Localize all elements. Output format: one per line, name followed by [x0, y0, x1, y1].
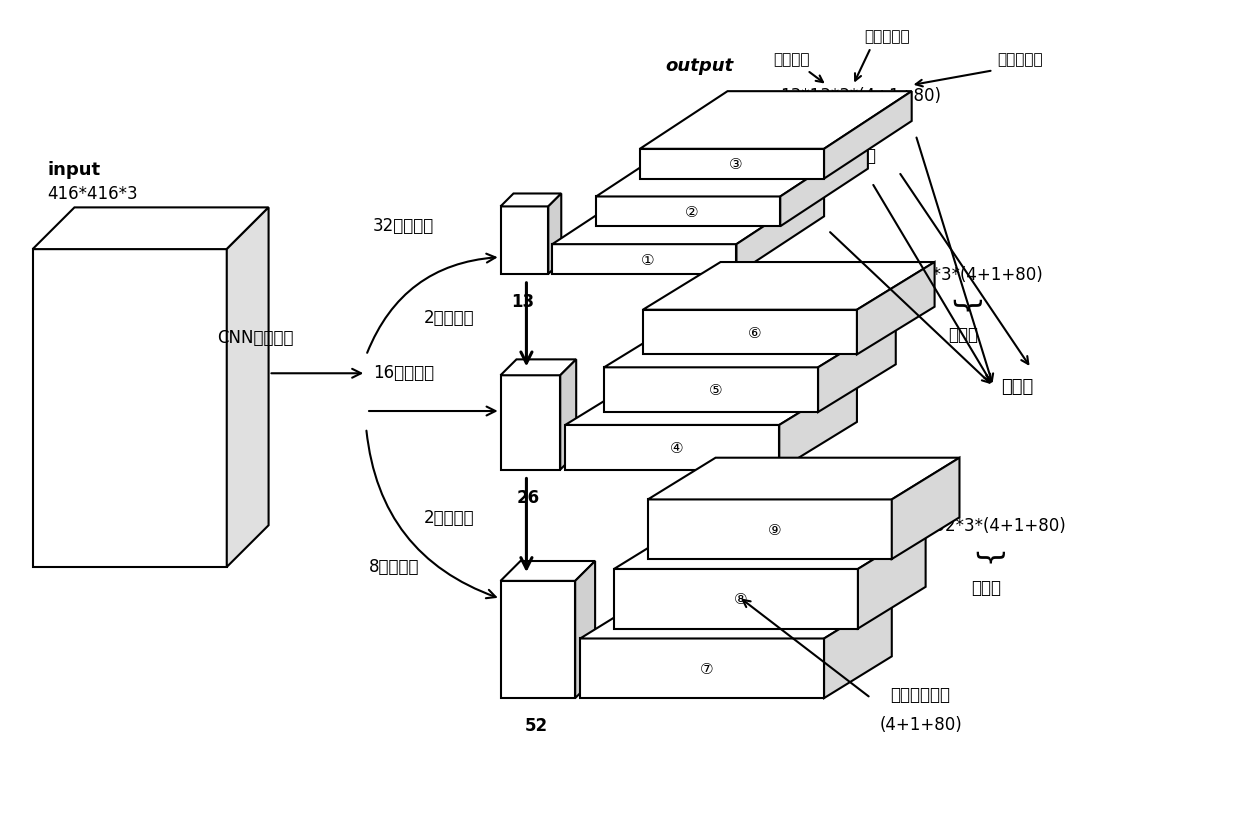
Text: input: input — [47, 161, 100, 178]
Polygon shape — [580, 597, 892, 638]
Polygon shape — [737, 187, 825, 275]
Text: 26: 26 — [517, 488, 539, 506]
Polygon shape — [604, 320, 895, 368]
Text: 416*416*3: 416*416*3 — [47, 185, 138, 203]
Polygon shape — [32, 208, 269, 250]
Polygon shape — [647, 500, 892, 560]
Text: 32倍下采样: 32倍下采样 — [373, 217, 434, 235]
Text: 边框置信度: 边框置信度 — [864, 29, 910, 44]
Polygon shape — [552, 245, 737, 275]
Text: ⑥: ⑥ — [748, 325, 761, 340]
Polygon shape — [640, 150, 825, 180]
Polygon shape — [640, 92, 911, 150]
Polygon shape — [642, 310, 857, 355]
Text: 网格数: 网格数 — [971, 578, 1002, 596]
Polygon shape — [548, 195, 562, 275]
Polygon shape — [596, 140, 868, 197]
Text: }: } — [844, 115, 878, 137]
Polygon shape — [614, 527, 925, 570]
Polygon shape — [575, 561, 595, 698]
Polygon shape — [501, 581, 575, 698]
Text: 26*26*3*(4+1+80): 26*26*3*(4+1+80) — [883, 266, 1044, 284]
Text: ①: ① — [641, 253, 655, 267]
Polygon shape — [501, 561, 595, 581]
Text: ⑤: ⑤ — [708, 383, 722, 397]
Text: ⑦: ⑦ — [701, 661, 714, 676]
Text: 边框坐标: 边框坐标 — [773, 52, 810, 67]
Polygon shape — [858, 527, 925, 628]
Text: 对象类别数: 对象类别数 — [997, 52, 1043, 67]
Text: 2倍上采样: 2倍上采样 — [423, 308, 474, 326]
Polygon shape — [857, 262, 935, 355]
Text: 13: 13 — [511, 292, 534, 310]
Polygon shape — [614, 570, 858, 628]
Text: 8倍下采样: 8倍下采样 — [370, 557, 419, 575]
Text: 网格数: 网格数 — [949, 325, 978, 343]
Polygon shape — [501, 207, 548, 275]
Text: (4+1+80): (4+1+80) — [879, 715, 962, 733]
Polygon shape — [560, 360, 577, 470]
Polygon shape — [227, 208, 269, 567]
Text: 16倍下采样: 16倍下采样 — [373, 363, 434, 382]
Text: ⑧: ⑧ — [734, 591, 748, 607]
Polygon shape — [647, 458, 960, 500]
Polygon shape — [825, 92, 911, 180]
Polygon shape — [825, 597, 892, 698]
Polygon shape — [501, 376, 560, 470]
Text: 网格数: 网格数 — [846, 147, 875, 165]
Polygon shape — [779, 378, 857, 470]
Polygon shape — [604, 368, 818, 412]
Polygon shape — [565, 378, 857, 426]
Text: CNN（卷积）: CNN（卷积） — [217, 329, 294, 347]
Polygon shape — [596, 197, 780, 227]
Polygon shape — [642, 262, 935, 310]
Text: 52: 52 — [525, 716, 547, 734]
Polygon shape — [501, 195, 562, 207]
Text: ②: ② — [684, 205, 698, 219]
Polygon shape — [580, 638, 825, 698]
Polygon shape — [565, 426, 779, 470]
Text: ④: ④ — [670, 440, 683, 455]
Text: }: } — [949, 298, 978, 317]
Polygon shape — [780, 140, 868, 227]
Text: ⑨: ⑨ — [768, 522, 781, 537]
Text: 52*52*3*(4+1+80): 52*52*3*(4+1+80) — [906, 517, 1066, 535]
Text: 13*13*3*(4+1+80): 13*13*3*(4+1+80) — [780, 87, 941, 105]
Text: }: } — [972, 550, 1001, 569]
Text: output: output — [666, 57, 734, 75]
Text: 一个预测目标: 一个预测目标 — [890, 686, 951, 703]
Polygon shape — [892, 458, 960, 560]
Polygon shape — [32, 250, 227, 567]
Text: 2倍上采样: 2倍上采样 — [423, 508, 474, 527]
Polygon shape — [552, 187, 825, 245]
Polygon shape — [501, 360, 577, 376]
Polygon shape — [818, 320, 895, 412]
Text: ③: ③ — [729, 157, 743, 172]
Text: 先验框: 先验框 — [1001, 378, 1033, 396]
